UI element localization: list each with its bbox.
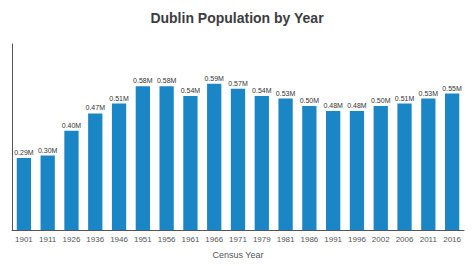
svg-text:0.48M: 0.48M bbox=[347, 102, 367, 109]
svg-text:1966: 1966 bbox=[205, 235, 223, 244]
svg-text:0.50M: 0.50M bbox=[300, 97, 320, 104]
svg-text:0.53M: 0.53M bbox=[276, 90, 296, 97]
svg-text:1901: 1901 bbox=[15, 235, 33, 244]
svg-text:0.48M: 0.48M bbox=[323, 102, 343, 109]
svg-text:1911: 1911 bbox=[39, 235, 57, 244]
svg-text:1956: 1956 bbox=[158, 235, 176, 244]
svg-text:0.58M: 0.58M bbox=[133, 77, 153, 84]
svg-text:0.40M: 0.40M bbox=[62, 122, 82, 129]
svg-text:1986: 1986 bbox=[300, 235, 318, 244]
svg-text:0.47M: 0.47M bbox=[86, 104, 106, 111]
svg-text:1991: 1991 bbox=[324, 235, 342, 244]
svg-text:0.54M: 0.54M bbox=[181, 87, 201, 94]
svg-text:0.29M: 0.29M bbox=[14, 149, 34, 156]
svg-text:0.53M: 0.53M bbox=[419, 90, 439, 97]
svg-text:1961: 1961 bbox=[182, 235, 200, 244]
svg-text:1951: 1951 bbox=[134, 235, 152, 244]
svg-text:1926: 1926 bbox=[63, 235, 81, 244]
svg-text:1946: 1946 bbox=[110, 235, 128, 244]
svg-text:1996: 1996 bbox=[348, 235, 366, 244]
svg-text:2002: 2002 bbox=[372, 235, 390, 244]
svg-text:2011: 2011 bbox=[420, 235, 438, 244]
svg-text:1979: 1979 bbox=[253, 235, 271, 244]
svg-text:0.55M: 0.55M bbox=[442, 85, 462, 92]
svg-text:2006: 2006 bbox=[396, 235, 414, 244]
svg-text:0.51M: 0.51M bbox=[109, 95, 129, 102]
svg-text:1981: 1981 bbox=[277, 235, 295, 244]
svg-text:0.50M: 0.50M bbox=[371, 97, 391, 104]
svg-text:0.57M: 0.57M bbox=[228, 80, 248, 87]
svg-text:0.58M: 0.58M bbox=[157, 77, 177, 84]
svg-text:Dublin Population by Year: Dublin Population by Year bbox=[150, 10, 324, 26]
svg-text:2016: 2016 bbox=[443, 235, 461, 244]
svg-text:0.54M: 0.54M bbox=[252, 87, 272, 94]
svg-text:0.51M: 0.51M bbox=[395, 95, 415, 102]
svg-text:1936: 1936 bbox=[86, 235, 104, 244]
svg-text:Census Year: Census Year bbox=[212, 250, 263, 260]
svg-text:0.30M: 0.30M bbox=[38, 147, 58, 154]
svg-text:1971: 1971 bbox=[229, 235, 247, 244]
svg-text:0.59M: 0.59M bbox=[204, 75, 224, 82]
